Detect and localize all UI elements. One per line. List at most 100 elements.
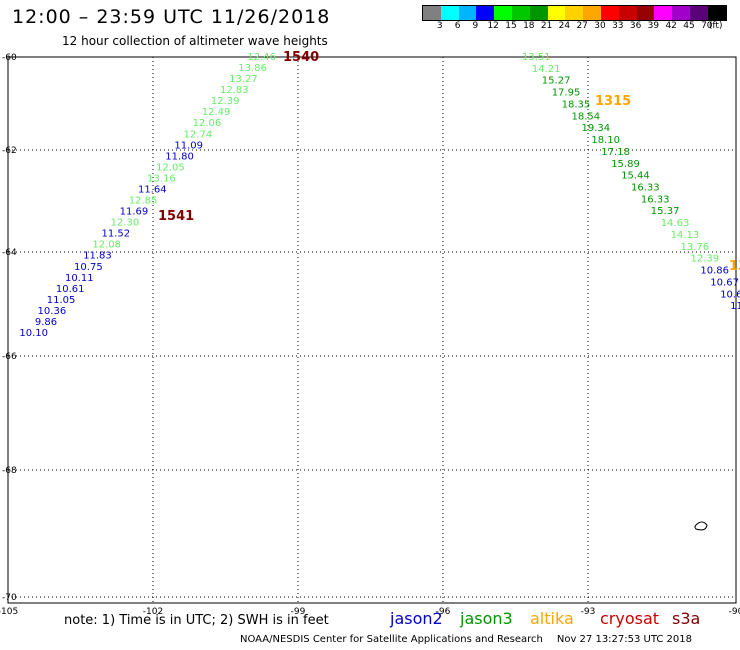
legend-cryosat: cryosat bbox=[600, 609, 660, 628]
swh-value: 12.85 bbox=[129, 196, 158, 207]
colorbar-label: 12 bbox=[487, 21, 499, 31]
swh-value: 12.46 bbox=[247, 52, 276, 63]
swh-value: 17.95 bbox=[552, 88, 581, 99]
colorbar-label: 24 bbox=[558, 21, 571, 31]
colorbar-label: 3 bbox=[436, 21, 443, 31]
credit-text: NOAA/NESDIS Center for Satellite Applica… bbox=[240, 634, 543, 645]
colorbar-swatch bbox=[707, 6, 726, 20]
swh-value: 10.10 bbox=[19, 328, 48, 339]
colorbar-label: 42 bbox=[665, 21, 677, 31]
legend-jason2: jason2 bbox=[390, 609, 443, 628]
lat-tick-label: -66 bbox=[2, 352, 17, 362]
colorbar-swatch bbox=[636, 6, 655, 20]
timestamp: Nov 27 13:27:53 UTC 2018 bbox=[556, 634, 693, 645]
colorbar bbox=[422, 5, 727, 21]
swh-value: 11.2 bbox=[730, 301, 740, 312]
lon-tick-label: -105 bbox=[0, 607, 18, 617]
lat-tick-label: -70 bbox=[2, 593, 17, 603]
map-frame bbox=[7, 56, 737, 604]
swh-value: 11.64 bbox=[138, 185, 167, 196]
swh-value: 10.36 bbox=[38, 306, 67, 317]
swh-value: 9.86 bbox=[35, 317, 57, 328]
colorbar-label: 15 bbox=[505, 21, 517, 31]
colorbar-swatch bbox=[440, 6, 459, 20]
colorbar-swatch bbox=[476, 6, 495, 20]
swh-value: 11.09 bbox=[174, 140, 203, 151]
legend-altika: altika bbox=[530, 609, 574, 628]
swh-value: 11.80 bbox=[165, 151, 194, 162]
swh-value: 18.54 bbox=[572, 111, 601, 122]
swh-value: 12.08 bbox=[92, 240, 121, 251]
swh-value: 11.05 bbox=[47, 295, 76, 306]
legend-s3a: s3a bbox=[672, 609, 701, 628]
colorbar-swatch bbox=[494, 6, 512, 20]
colorbar-label: 6 bbox=[454, 21, 461, 31]
lat-tick-label: -68 bbox=[2, 466, 17, 476]
colorbar-label: 27 bbox=[576, 21, 588, 31]
swh-value: 11.69 bbox=[120, 207, 149, 218]
footnote: note: 1) Time is in UTC; 2) SWH is in fe… bbox=[64, 613, 329, 628]
lon-tick-label: -96 bbox=[436, 607, 451, 617]
colorbar-label: 45 bbox=[683, 21, 695, 31]
swh-value: 13.86 bbox=[238, 63, 267, 74]
colorbar-label: 30 bbox=[594, 21, 606, 31]
lon-tick-label: -102 bbox=[143, 607, 163, 617]
swh-value: 15.37 bbox=[651, 206, 680, 217]
swh-value: 10.11 bbox=[65, 273, 94, 284]
swh-value: 10.67 bbox=[720, 289, 740, 300]
swh-value: 12.39 bbox=[691, 254, 720, 265]
swh-value: 12.49 bbox=[202, 107, 231, 118]
swh-value: 10.86 bbox=[700, 266, 729, 277]
island-outline bbox=[694, 521, 708, 531]
swh-value: 10.75 bbox=[74, 262, 103, 273]
lon-tick-label: -93 bbox=[581, 607, 596, 617]
lat-tick-label: -64 bbox=[2, 248, 17, 258]
swh-value: 15.44 bbox=[621, 171, 650, 182]
swh-value: 12.05 bbox=[156, 162, 185, 173]
pass-label-1315: 1315 bbox=[595, 94, 631, 109]
colorbar-label: 33 bbox=[612, 21, 624, 31]
pass-label-1541: 1541 bbox=[158, 209, 194, 224]
colorbar-swatch bbox=[511, 6, 530, 20]
swh-value: 14.13 bbox=[671, 230, 700, 241]
colorbar-swatch bbox=[423, 6, 441, 20]
lon-tick-label: -90 bbox=[729, 607, 740, 617]
swh-value: 15.89 bbox=[611, 159, 640, 170]
pass-label-edge: 13 bbox=[729, 259, 740, 274]
colorbar-swatch bbox=[565, 6, 584, 20]
swh-value: 12.74 bbox=[184, 129, 213, 140]
swh-value: 12.39 bbox=[211, 96, 240, 107]
swh-value: 15.27 bbox=[542, 76, 571, 87]
colorbar-swatch bbox=[600, 6, 619, 20]
swh-value: 14.21 bbox=[532, 64, 561, 75]
swh-value: 10.61 bbox=[56, 284, 85, 295]
pass-label-1540: 1540 bbox=[283, 50, 319, 65]
colorbar-swatch bbox=[689, 6, 708, 20]
colorbar-label: 39 bbox=[647, 21, 660, 31]
lon-tick-label: -99 bbox=[291, 607, 306, 617]
colorbar-swatch bbox=[654, 6, 673, 20]
swh-value: 14.63 bbox=[661, 218, 690, 229]
map-title: 12:00 – 23:59 UTC 11/26/2018 bbox=[12, 6, 331, 28]
swh-value: 13.76 bbox=[681, 242, 710, 253]
swh-value: 11.83 bbox=[83, 251, 112, 262]
swh-value: 16.33 bbox=[641, 194, 670, 205]
swh-value: 13.51 bbox=[522, 52, 551, 63]
swh-value: 12.83 bbox=[220, 85, 249, 96]
colorbar-swatch bbox=[672, 6, 690, 20]
legend-jason3: jason3 bbox=[460, 609, 513, 628]
swh-value: 12.06 bbox=[193, 118, 222, 129]
lat-tick-label: -62 bbox=[2, 146, 17, 156]
colorbar-label: (ft) bbox=[708, 21, 723, 31]
colorbar-swatch bbox=[583, 6, 601, 20]
colorbar-swatch bbox=[618, 6, 637, 20]
swh-value: 12.30 bbox=[111, 218, 140, 229]
lat-tick-label: -60 bbox=[2, 53, 17, 63]
colorbar-label: 18 bbox=[523, 21, 535, 31]
swh-value: 18.35 bbox=[562, 100, 591, 111]
swh-value: 16.33 bbox=[631, 183, 660, 194]
credit-line: NOAA/NESDIS Center for Satellite Applica… bbox=[240, 634, 692, 645]
swh-value: 13.16 bbox=[147, 173, 176, 184]
swh-value: 13.27 bbox=[229, 74, 258, 85]
